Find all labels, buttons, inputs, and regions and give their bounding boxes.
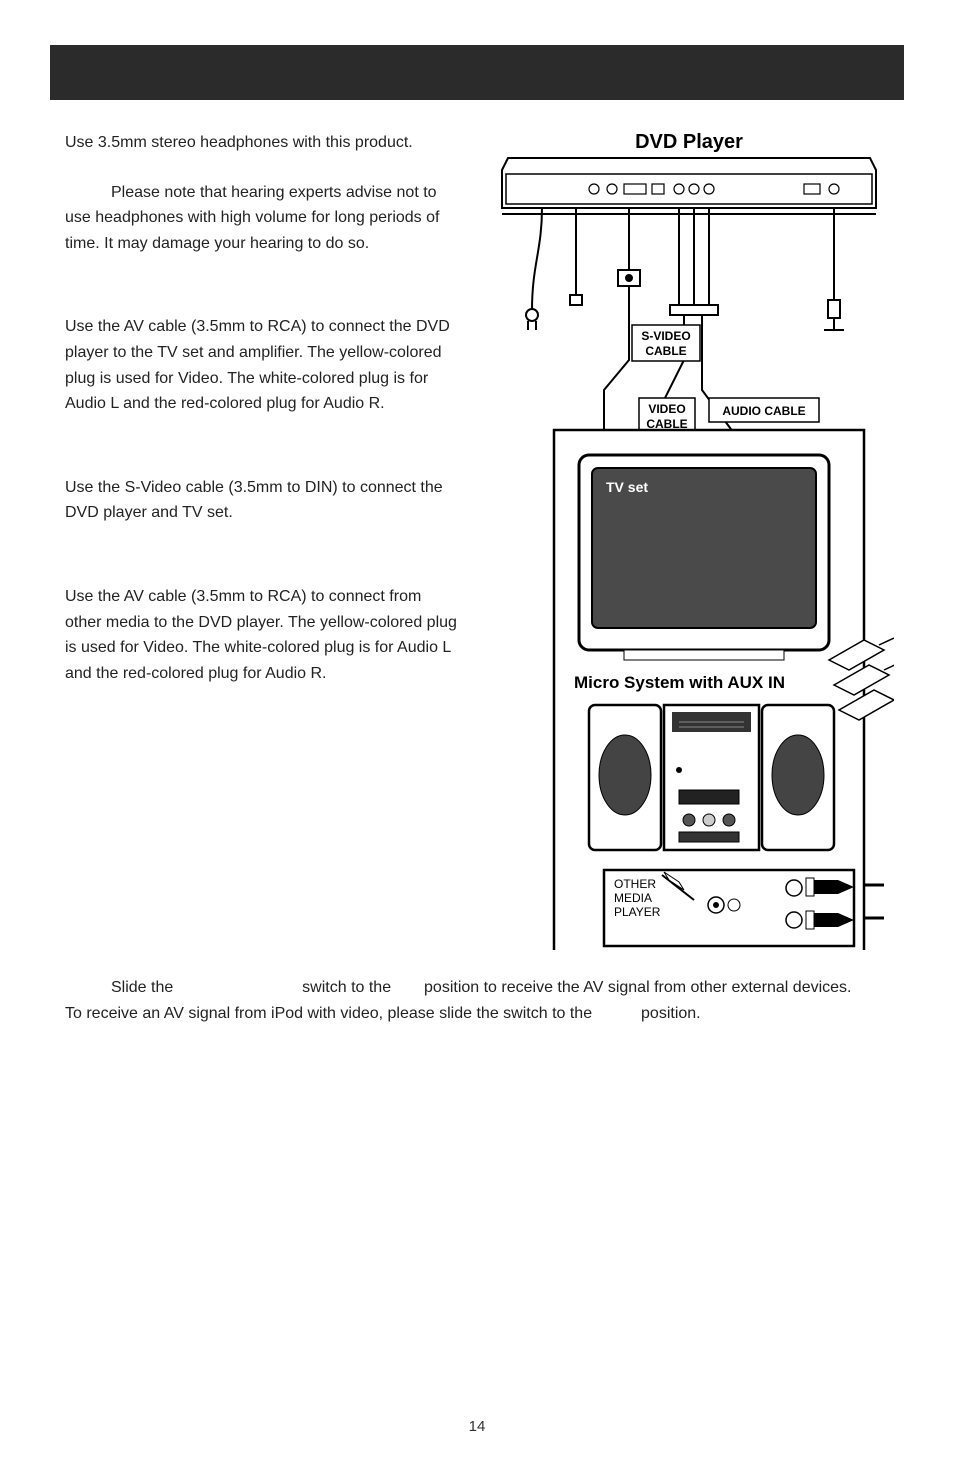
svg-text:MEDIA: MEDIA [614, 891, 652, 905]
footer-note: Slide the switch to the position to rece… [65, 975, 865, 1026]
text-column: Use 3.5mm stereo headphones with this pr… [65, 130, 460, 710]
svg-text:VIDEO: VIDEO [648, 402, 685, 416]
connection-diagram: DVD Player [484, 130, 894, 950]
headphones-text-2: Please note that hearing experts advise … [65, 180, 460, 257]
page-number: 14 [0, 1418, 954, 1435]
micro-system-icon [589, 705, 834, 850]
headphones-text-1: Use 3.5mm stereo headphones with this pr… [65, 130, 460, 156]
svideo-text: Use the S-Video cable (3.5mm to DIN) to … [65, 475, 460, 526]
svg-text:CABLE: CABLE [645, 344, 686, 358]
av-out-text: Use the AV cable (3.5mm to RCA) to conne… [65, 314, 460, 416]
micro-system-label: Micro System with AUX IN [574, 673, 785, 692]
tv-icon: TV set [579, 455, 829, 660]
svg-text:AUDIO CABLE: AUDIO CABLE [722, 404, 805, 418]
dvd-player-icon [502, 158, 876, 214]
svg-text:S-VIDEO: S-VIDEO [641, 329, 690, 343]
svg-text:PLAYER: PLAYER [614, 905, 661, 919]
header-bar [50, 45, 904, 100]
other-media-icon: OTHER MEDIA PLAYER [604, 870, 884, 946]
svg-text:TV set: TV set [606, 479, 648, 495]
dvd-title: DVD Player [635, 131, 743, 153]
av-in-text: Use the AV cable (3.5mm to RCA) to conne… [65, 584, 460, 686]
svg-text:OTHER: OTHER [614, 877, 656, 891]
